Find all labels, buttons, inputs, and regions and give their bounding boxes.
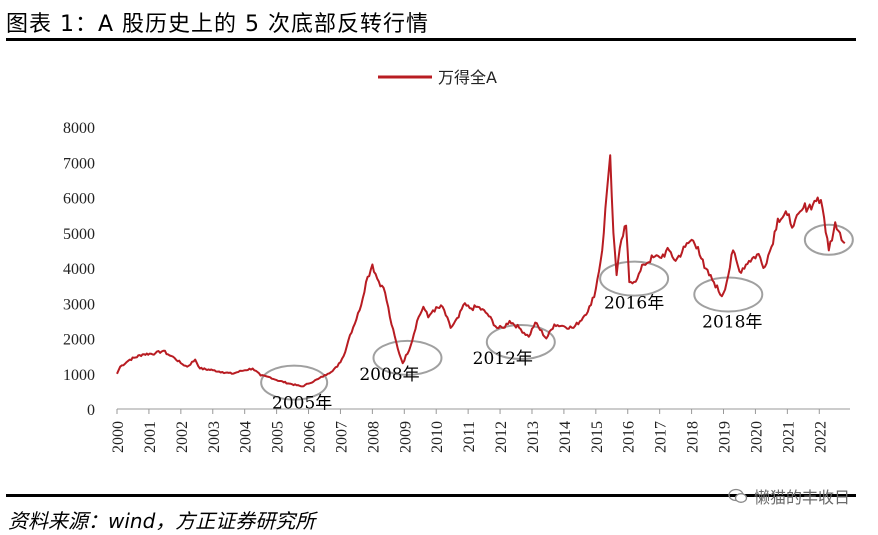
y-tick-label: 4000 <box>63 261 95 278</box>
x-tick-label: 2013 <box>525 421 542 453</box>
bottom-rule <box>6 494 856 497</box>
y-tick-label: 0 <box>87 402 95 419</box>
annotations: 2005年 2008年 2012年 2016年 2018年 <box>272 294 762 414</box>
y-tick-label: 3000 <box>63 296 95 313</box>
annotation-label: 2012年 <box>473 349 533 369</box>
axes: 0 1000 2000 3000 4000 5000 6000 7000 8000 2000 200… <box>63 120 850 453</box>
legend: 万得全A <box>378 68 497 87</box>
x-tick-label: 2015 <box>589 421 606 453</box>
x-tick-label: 2006 <box>302 421 319 453</box>
series <box>116 154 846 388</box>
series-line <box>116 154 846 388</box>
x-tick-label: 2002 <box>174 421 191 453</box>
annotation-ellipse <box>260 364 329 401</box>
x-tick-label: 2021 <box>780 421 797 453</box>
x-tick-label: 2003 <box>206 421 223 453</box>
wechat-icon <box>728 488 748 503</box>
annotation-label: 2005年 <box>272 394 332 414</box>
x-tick-label: 2016 <box>621 421 638 453</box>
annotation-ellipse <box>803 223 854 256</box>
x-tick-label: 2018 <box>685 421 702 453</box>
annotation-ellipse <box>372 339 443 376</box>
y-tick-label: 2000 <box>63 332 95 349</box>
annotation-label: 2016年 <box>604 294 664 314</box>
x-tick-label: 2005 <box>270 421 287 453</box>
ellipses <box>260 223 854 401</box>
annotation-ellipse <box>693 276 764 313</box>
x-tick-label: 2014 <box>557 421 574 453</box>
x-tick-label: 2004 <box>238 421 255 453</box>
x-tick-label: 2007 <box>333 421 350 453</box>
watermark-text: 懒猫的丰收日 <box>753 488 850 507</box>
x-tick-label: 2009 <box>397 421 414 453</box>
y-tick-label: 6000 <box>63 191 95 208</box>
legend-label: 万得全A <box>438 68 497 87</box>
annotation-ellipse <box>599 260 670 297</box>
x-tick-label: 2017 <box>653 421 670 453</box>
annotation-label: 2018年 <box>702 312 762 332</box>
x-tick-label: 2020 <box>748 421 765 453</box>
chart-title: 图表 1：A 股历史上的 5 次底部反转行情 <box>6 12 430 37</box>
x-tick-label: 2011 <box>461 421 478 452</box>
top-rule <box>6 38 856 41</box>
annotation-ellipse <box>485 324 556 361</box>
watermark: 懒猫的丰收日 <box>728 484 850 508</box>
y-tick-label: 8000 <box>63 120 95 137</box>
y-tick-label: 5000 <box>63 226 95 243</box>
x-tick-label: 2012 <box>493 421 510 453</box>
source-note: 资料来源：wind，方正证券研究所 <box>8 509 316 533</box>
x-tick-label: 2008 <box>365 421 382 453</box>
x-tick-label: 2019 <box>717 421 734 453</box>
x-tick-label: 2022 <box>812 421 829 453</box>
y-tick-label: 1000 <box>63 367 95 384</box>
x-tick-label: 2001 <box>142 421 159 453</box>
y-tick-label: 7000 <box>63 155 95 172</box>
annotation-label: 2008年 <box>359 365 419 385</box>
x-tick-label: 2000 <box>110 421 127 453</box>
x-tick-label: 2010 <box>429 421 446 453</box>
